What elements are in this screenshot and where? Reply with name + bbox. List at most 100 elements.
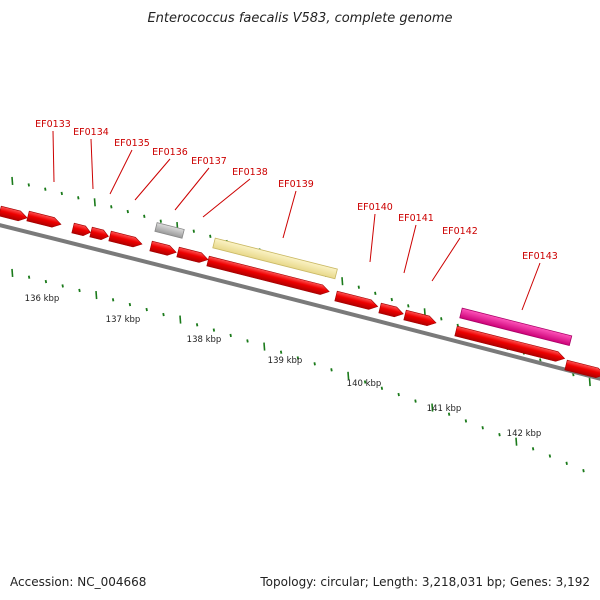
lower-track-minor-tick [279,350,283,354]
upper-track-minor-tick [407,304,410,308]
gene-label: EF0140 [357,202,393,213]
lower-track-minor-tick [162,312,165,317]
lower-track-major-tick [431,403,434,412]
lower-track-minor-tick [565,461,568,465]
highlight-feature-magenta [459,307,573,347]
highlight-feature-yellow [212,237,338,280]
gene-arrow [206,255,330,295]
lower-tick-track [11,268,585,473]
gene-label: EF0137 [191,156,227,167]
upper-track-minor-tick [209,234,212,239]
kbp-position-label: 142 kbp [507,429,542,439]
upper-track-major-tick [341,277,344,286]
lower-track-minor-tick [195,323,199,327]
upper-track-major-tick [11,176,14,185]
upper-track-minor-tick [143,214,146,218]
upper-track-minor-tick [60,191,63,196]
gene-label: EF0142 [442,226,478,237]
pseudo-gene-bar [154,222,185,239]
lower-track-minor-tick [531,447,535,451]
lower-track-minor-tick [111,298,115,302]
gene-arrow [378,302,404,318]
lower-track-major-tick [11,268,14,278]
lower-track-minor-tick [582,469,585,473]
lower-track-minor-tick [27,275,31,279]
label-leader-lines [52,130,541,311]
upper-track-minor-tick [110,205,113,209]
lower-track-minor-tick [296,356,300,360]
lower-track-major-tick [95,291,98,300]
lower-track-minor-tick [128,302,132,307]
gene-leader-line [52,130,55,183]
upper-track-minor-tick [390,297,393,302]
map-title: Enterococcus faecalis V583, complete gen… [147,11,452,26]
gene-leader-line [202,178,251,218]
upper-track-minor-tick [192,229,195,233]
gene-leader-line [109,149,133,195]
gene-label: EF0138 [232,167,268,178]
gene-label: EF0143 [522,251,558,262]
lower-track-minor-tick [145,307,148,312]
lower-track-minor-tick [481,426,484,430]
genome-backbone [0,223,600,381]
kbp-position-label: 136 kbp [25,294,60,304]
gene-arrow [149,240,177,256]
upper-track-minor-tick [440,317,443,321]
upper-track-minor-tick [126,209,129,214]
upper-track-minor-tick [77,196,80,200]
gene-label: EF0134 [73,127,109,138]
lower-track-minor-tick [330,368,333,372]
gene-leader-line [134,158,171,201]
gene-arrow [403,309,437,327]
lower-track-minor-tick [414,399,417,403]
upper-track-minor-tick [357,285,360,289]
gene-leader-line [403,224,417,274]
genome-summary-text: Topology: circular; Length: 3,218,031 bp… [259,575,590,589]
gene-leader-line [282,190,297,239]
kbp-position-label: 139 kbp [268,356,303,366]
lower-track-minor-tick [61,284,64,288]
gene-arrow [334,290,379,310]
gene-label: EF0135 [114,138,150,149]
gene-leader-line [174,167,210,211]
gene-arrow [89,226,109,241]
kbp-position-label: 141 kbp [427,404,462,414]
gene-arrow [564,359,600,379]
lower-track-minor-tick [212,328,216,332]
lower-track-major-tick [515,437,518,446]
gene-label: EF0133 [35,119,71,130]
position-labels: 136 kbp 137 kbp 138 kbp 139 kbp 140 kbp 141 k… [25,294,542,439]
gene-label: EF0141 [398,213,434,224]
gene-label: EF0139 [278,179,314,190]
lower-track-minor-tick [498,432,501,437]
gene-leader-line [521,262,541,311]
gene-features [0,205,600,379]
upper-track-major-tick [93,198,96,207]
gene-leader-line [369,213,376,263]
lower-track-major-tick [347,371,350,380]
lower-track-minor-tick [313,362,316,366]
lower-track-minor-tick [548,454,552,458]
lower-track-minor-tick [447,412,451,416]
lower-track-major-tick [263,342,266,351]
lower-track-minor-tick [78,288,81,293]
gene-arrow [108,230,143,248]
gene-leader-line [431,237,461,282]
gene-label: EF0136 [152,147,188,158]
lower-track-minor-tick [246,339,249,343]
kbp-position-label: 137 kbp [106,315,141,325]
lower-track-major-tick [179,315,182,324]
upper-track-minor-tick [159,219,162,223]
gene-arrow [71,222,91,237]
lower-track-minor-tick [397,392,400,397]
lower-track-minor-tick [229,333,232,338]
gene-leader-line [90,138,94,190]
upper-track-minor-tick [374,291,377,295]
gene-arrow [454,325,566,362]
accession-text: Accession: NC_004668 [10,575,146,589]
lower-track-minor-tick [380,386,384,390]
lower-track-minor-tick [44,279,48,284]
gene-arrow [176,246,209,263]
